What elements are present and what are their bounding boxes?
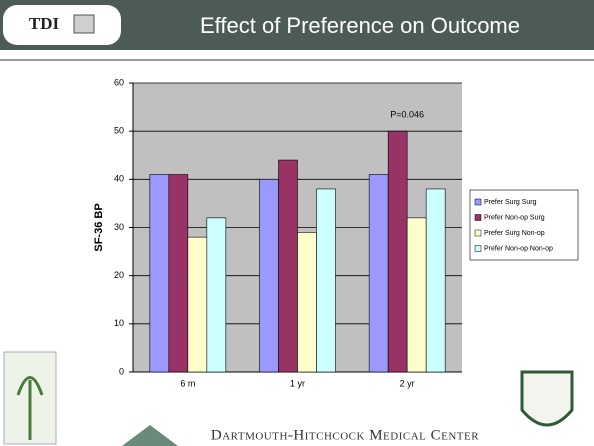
y-tick-label: 0 — [119, 366, 124, 376]
bar — [260, 179, 279, 372]
bar — [279, 160, 298, 372]
bar — [169, 175, 188, 372]
legend-label: Prefer Surg Surg — [484, 199, 537, 206]
x-tick-label: 1 yr — [290, 378, 305, 388]
y-tick-label: 10 — [114, 318, 124, 328]
y-axis-label: SF-36 BP — [93, 203, 105, 251]
legend-swatch — [475, 199, 481, 205]
legend-label: Prefer Non-op Non-op — [484, 245, 553, 252]
bar — [298, 232, 317, 372]
logo-text: TDI — [29, 14, 60, 33]
annotation: P=0.046 — [390, 110, 424, 120]
bar — [317, 189, 336, 372]
right-seal — [522, 372, 572, 425]
bar — [407, 218, 426, 372]
x-tick-label: 2 yr — [400, 378, 415, 388]
logo-inner — [8, 10, 116, 40]
footer-text: Dartmouth-Hitchcock Medical Center — [211, 427, 479, 443]
legend-swatch — [475, 230, 481, 236]
legend-label: Prefer Surg Non-op — [484, 230, 545, 237]
y-tick-label: 20 — [114, 270, 124, 280]
bar — [150, 175, 169, 372]
legend-swatch — [475, 246, 481, 252]
bar — [188, 237, 207, 372]
x-tick-label: 6 m — [180, 378, 195, 388]
logo-icon — [74, 15, 94, 33]
bar — [207, 218, 226, 372]
legend-label: Prefer Non-op Surg — [484, 214, 545, 221]
header-gap — [0, 50, 594, 60]
bar — [388, 131, 407, 372]
legend-swatch — [475, 215, 481, 221]
page: TDI Effect of Preference on Outcome 0 10 2… — [0, 0, 594, 446]
y-tick-label: 60 — [114, 77, 124, 87]
y-tick-label: 40 — [114, 174, 124, 184]
bar — [369, 175, 388, 372]
slide: TDI Effect of Preference on Outcome 0 10 2… — [0, 0, 594, 446]
y-tick-label: 50 — [114, 126, 124, 136]
slide-title: Effect of Preference on Outcome — [200, 13, 520, 38]
bar — [426, 189, 445, 372]
y-tick-label: 30 — [114, 222, 124, 232]
